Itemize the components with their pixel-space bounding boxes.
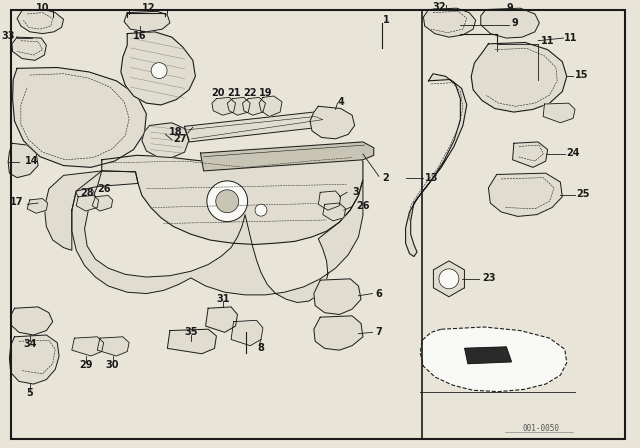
Polygon shape (543, 103, 575, 123)
Polygon shape (200, 142, 374, 171)
Circle shape (216, 190, 239, 213)
Polygon shape (97, 337, 129, 356)
Text: 11: 11 (564, 33, 577, 43)
Polygon shape (314, 279, 361, 314)
Text: 32: 32 (433, 2, 446, 12)
Polygon shape (259, 96, 282, 116)
Text: 15: 15 (575, 70, 589, 80)
Polygon shape (243, 97, 266, 115)
Text: 30: 30 (106, 360, 119, 370)
Polygon shape (72, 171, 363, 302)
Text: 16: 16 (133, 31, 147, 41)
Polygon shape (44, 171, 102, 250)
Text: 11: 11 (541, 36, 555, 46)
Text: 26: 26 (356, 201, 370, 211)
Text: 19: 19 (259, 88, 273, 98)
Polygon shape (17, 9, 63, 34)
Text: 12: 12 (141, 3, 155, 13)
Text: 33: 33 (1, 31, 15, 41)
Polygon shape (420, 327, 567, 392)
Text: 34: 34 (23, 339, 36, 349)
Polygon shape (28, 198, 47, 213)
Polygon shape (465, 347, 511, 363)
Text: 6: 6 (375, 289, 382, 298)
Polygon shape (205, 307, 237, 332)
Text: 3: 3 (352, 187, 359, 197)
Text: 14: 14 (24, 156, 38, 166)
Text: 29: 29 (79, 360, 93, 370)
Text: 23: 23 (482, 273, 495, 283)
Text: 5: 5 (26, 388, 33, 398)
Polygon shape (323, 203, 346, 221)
Polygon shape (72, 337, 104, 356)
Text: 18: 18 (169, 127, 182, 137)
Text: 10: 10 (36, 3, 49, 13)
Polygon shape (318, 191, 340, 210)
Text: 9: 9 (506, 3, 513, 13)
Polygon shape (11, 307, 52, 335)
Polygon shape (121, 32, 195, 105)
Polygon shape (184, 112, 328, 142)
Text: 26: 26 (97, 184, 111, 194)
Circle shape (255, 204, 267, 216)
Text: 28: 28 (80, 188, 94, 198)
Text: 24: 24 (567, 148, 580, 158)
Polygon shape (488, 173, 563, 216)
Polygon shape (227, 97, 250, 115)
Polygon shape (212, 97, 236, 115)
Polygon shape (471, 43, 567, 112)
Text: 25: 25 (576, 189, 590, 199)
Polygon shape (481, 8, 540, 38)
Polygon shape (142, 123, 189, 158)
Polygon shape (513, 142, 548, 168)
Polygon shape (231, 320, 263, 346)
Text: 27: 27 (173, 134, 188, 144)
Polygon shape (124, 11, 170, 32)
Polygon shape (76, 195, 99, 211)
Text: 17: 17 (10, 197, 24, 207)
Circle shape (439, 269, 459, 289)
Text: 4: 4 (337, 97, 344, 107)
Text: 21: 21 (227, 88, 241, 98)
Text: 7: 7 (375, 327, 382, 337)
Circle shape (151, 63, 167, 78)
Text: 2: 2 (382, 172, 388, 183)
Polygon shape (10, 335, 59, 384)
Polygon shape (314, 316, 363, 350)
Polygon shape (8, 143, 38, 177)
Text: 13: 13 (425, 172, 438, 183)
Text: 22: 22 (243, 88, 257, 98)
Text: 20: 20 (212, 88, 225, 98)
Text: 9: 9 (511, 18, 518, 28)
Polygon shape (406, 74, 467, 257)
Polygon shape (102, 154, 363, 245)
Polygon shape (433, 261, 465, 297)
Polygon shape (168, 329, 216, 354)
Polygon shape (13, 68, 147, 168)
Polygon shape (92, 195, 113, 211)
Circle shape (207, 181, 248, 222)
Text: 35: 35 (184, 327, 198, 337)
Polygon shape (12, 37, 46, 60)
Text: 8: 8 (257, 343, 264, 353)
Text: 31: 31 (216, 294, 230, 304)
Text: 1: 1 (383, 15, 390, 25)
Text: 001-0050: 001-0050 (523, 424, 560, 433)
Polygon shape (424, 8, 476, 37)
Polygon shape (310, 106, 355, 139)
